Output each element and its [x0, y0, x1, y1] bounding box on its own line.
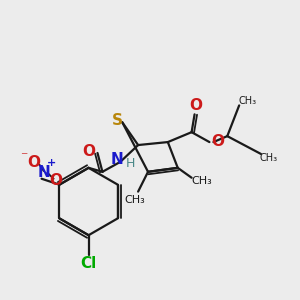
Text: N: N [111, 152, 124, 167]
Text: O: O [211, 134, 224, 148]
Text: CH₃: CH₃ [125, 194, 146, 205]
Text: O: O [82, 145, 95, 160]
Text: CH₃: CH₃ [238, 97, 256, 106]
Text: ⁻: ⁻ [20, 150, 27, 164]
Text: O: O [189, 98, 202, 113]
Text: CH₃: CH₃ [260, 153, 278, 163]
Text: O: O [49, 173, 62, 188]
Text: H: H [125, 158, 135, 170]
Text: +: + [47, 158, 56, 168]
Text: S: S [112, 113, 123, 128]
Text: O: O [27, 155, 40, 170]
Text: Cl: Cl [80, 256, 97, 272]
Text: N: N [37, 165, 50, 180]
Text: CH₃: CH₃ [191, 176, 212, 186]
